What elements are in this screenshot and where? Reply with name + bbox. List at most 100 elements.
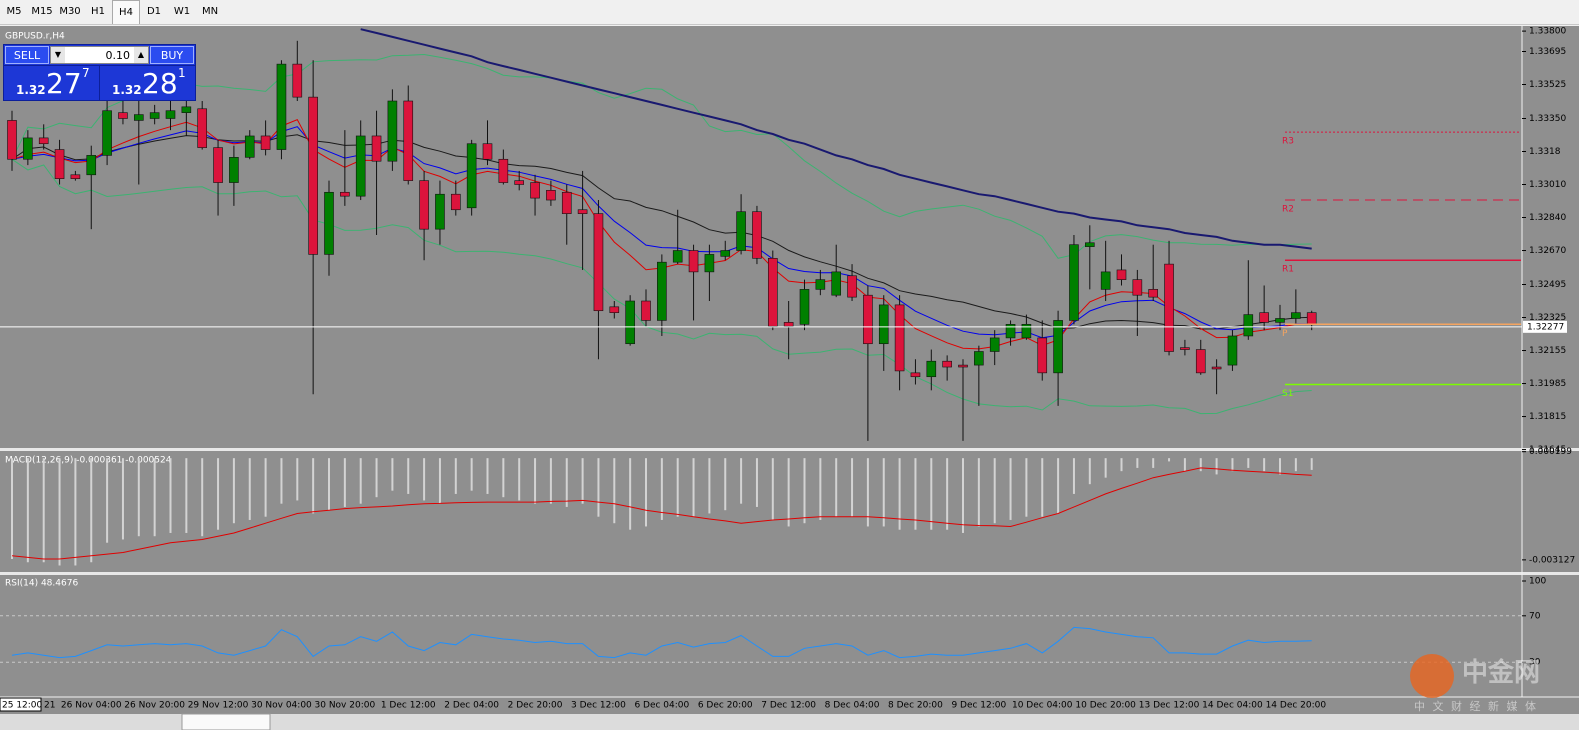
macd-bar xyxy=(328,458,330,511)
x-tick-label: 8 Dec 04:00 xyxy=(825,701,880,711)
macd-bar xyxy=(977,458,980,527)
indicator-line xyxy=(11,134,1312,330)
candle-body xyxy=(514,180,525,185)
bid-price[interactable]: 1.32 27 7 xyxy=(4,65,99,100)
indicator-line xyxy=(11,126,1312,339)
macd-bar xyxy=(534,458,537,504)
macd-bar xyxy=(391,458,394,491)
y-tick-label: 1.32495 xyxy=(1529,280,1566,290)
candle-body xyxy=(86,155,97,176)
timeframe-button[interactable]: M30 xyxy=(59,6,81,17)
macd-bar xyxy=(296,458,299,501)
x-tick-label: 6 Dec 20:00 xyxy=(698,701,753,711)
timeframe-button[interactable]: H1 xyxy=(91,6,105,17)
macd-bar xyxy=(407,458,410,494)
macd-bar xyxy=(581,458,584,504)
candle-body xyxy=(1005,324,1016,339)
candle-body xyxy=(181,106,192,113)
macd-bar xyxy=(42,458,45,563)
candle-body xyxy=(1275,318,1285,323)
timeframe-button[interactable]: W1 xyxy=(173,6,191,17)
candle-body xyxy=(863,294,873,345)
macd-bar xyxy=(613,458,616,524)
rsi-line xyxy=(11,626,1312,659)
long-moving-average xyxy=(360,28,1312,250)
x-tick-label: 8 Dec 20:00 xyxy=(888,701,943,711)
sell-button[interactable]: SELL xyxy=(5,46,49,64)
candle-body xyxy=(340,191,350,197)
timeframe-button[interactable]: D1 xyxy=(146,6,162,17)
lot-down[interactable]: ▼ xyxy=(51,47,65,63)
bid-prefix: 1.32 xyxy=(16,83,46,97)
macd-bar xyxy=(1310,458,1313,470)
candle-body xyxy=(1291,312,1301,319)
buy-button[interactable]: BUY xyxy=(150,46,194,64)
active-tab[interactable] xyxy=(181,713,271,730)
timeframe-button[interactable]: H4 xyxy=(112,0,140,24)
macd-bar xyxy=(1088,458,1091,485)
lot-value[interactable]: 0.10 xyxy=(105,48,131,62)
symbol-tab-strip[interactable] xyxy=(0,714,1579,730)
candle-body xyxy=(466,143,477,209)
candle-body xyxy=(894,304,905,372)
macd-bar xyxy=(1009,458,1012,520)
macd-bar xyxy=(1183,458,1186,472)
y-tick-label: 1.3318 xyxy=(1529,147,1561,157)
candle-body xyxy=(1259,312,1269,323)
candle-body xyxy=(546,190,556,201)
y-tick-label: 1.32840 xyxy=(1529,213,1566,223)
indicator-line xyxy=(11,53,1312,259)
candle-body xyxy=(149,112,160,119)
candle-body xyxy=(1148,289,1158,298)
y-tick-label: 0.000199 xyxy=(1529,447,1572,457)
pane-separator xyxy=(0,572,1579,575)
macd-bar xyxy=(740,458,743,504)
macd-bar xyxy=(11,458,13,559)
candle-body xyxy=(1180,347,1190,350)
x-tick-label: 6 Dec 04:00 xyxy=(634,701,689,711)
macd-bar xyxy=(106,458,109,543)
candle-body xyxy=(974,351,984,366)
macd-bar xyxy=(1231,458,1234,472)
x-tick-label: 29 Nov 12:00 xyxy=(188,701,249,711)
macd-bar xyxy=(58,458,61,566)
candle-body xyxy=(1211,366,1222,370)
macd-bar xyxy=(755,458,758,507)
y-tick-label: 1.33800 xyxy=(1529,27,1566,37)
candle-body xyxy=(403,100,414,181)
x-tick-label: 3 Dec 12:00 xyxy=(571,701,626,711)
lot-up[interactable]: ▲ xyxy=(134,47,148,63)
macd-bar xyxy=(660,458,663,520)
macd-bar xyxy=(1247,458,1250,468)
macd-bar xyxy=(676,458,679,517)
timeframe-button[interactable]: M15 xyxy=(31,6,53,17)
candle-body xyxy=(1021,324,1032,339)
one-click-trading-panel: SELL ▼ 0.10 ▲ BUY 1.32 27 7 1.32 28 1 xyxy=(3,44,196,101)
macd-bar xyxy=(1199,458,1202,472)
timeframe-button[interactable]: M5 xyxy=(6,6,22,17)
macd-bar xyxy=(1120,458,1123,472)
macd-bar xyxy=(835,458,838,517)
ask-price[interactable]: 1.32 28 1 xyxy=(99,65,195,100)
candle-body xyxy=(657,261,667,321)
y-tick-label: 1.33695 xyxy=(1529,47,1566,57)
candle-body xyxy=(38,137,49,145)
macd-bar xyxy=(993,458,996,524)
candle-body xyxy=(1116,269,1127,280)
macd-bar xyxy=(819,458,822,520)
macd-bar xyxy=(486,458,489,494)
macd-bar xyxy=(375,458,378,498)
x-tick-label: 14 Dec 20:00 xyxy=(1266,701,1327,711)
candle-body xyxy=(70,174,81,179)
macd-bar xyxy=(597,458,600,517)
macd-bar xyxy=(882,458,885,527)
macd-bar xyxy=(74,458,77,566)
macd-bar xyxy=(518,458,521,501)
y-tick-label: 1.33350 xyxy=(1529,114,1566,124)
lot-field[interactable]: ▼ 0.10 ▲ xyxy=(50,46,149,64)
timeframe-button[interactable]: MN xyxy=(201,6,219,17)
bid-big: 27 xyxy=(46,67,82,100)
macd-bar xyxy=(1072,458,1075,494)
time-label: 21 xyxy=(44,701,55,711)
macd-bar xyxy=(248,458,251,520)
